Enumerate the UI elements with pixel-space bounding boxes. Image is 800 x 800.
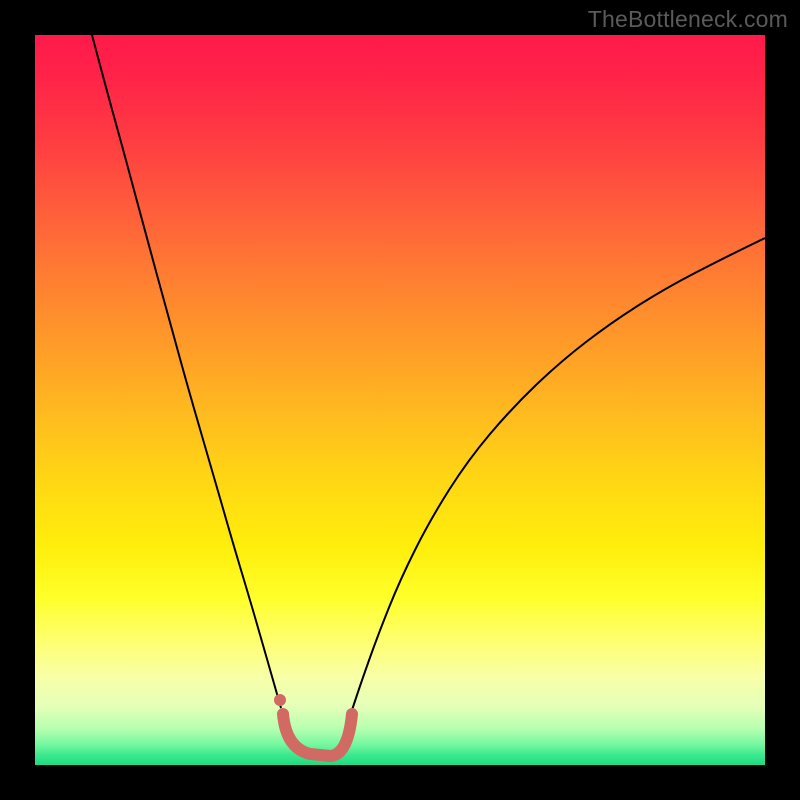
chart-stage: { "watermark": { "text": "TheBottleneck.… <box>0 0 800 800</box>
watermark-text: TheBottleneck.com <box>588 6 788 33</box>
chart-svg <box>0 0 800 800</box>
plot-background <box>35 35 765 765</box>
bottom-arc-dot <box>274 694 286 706</box>
